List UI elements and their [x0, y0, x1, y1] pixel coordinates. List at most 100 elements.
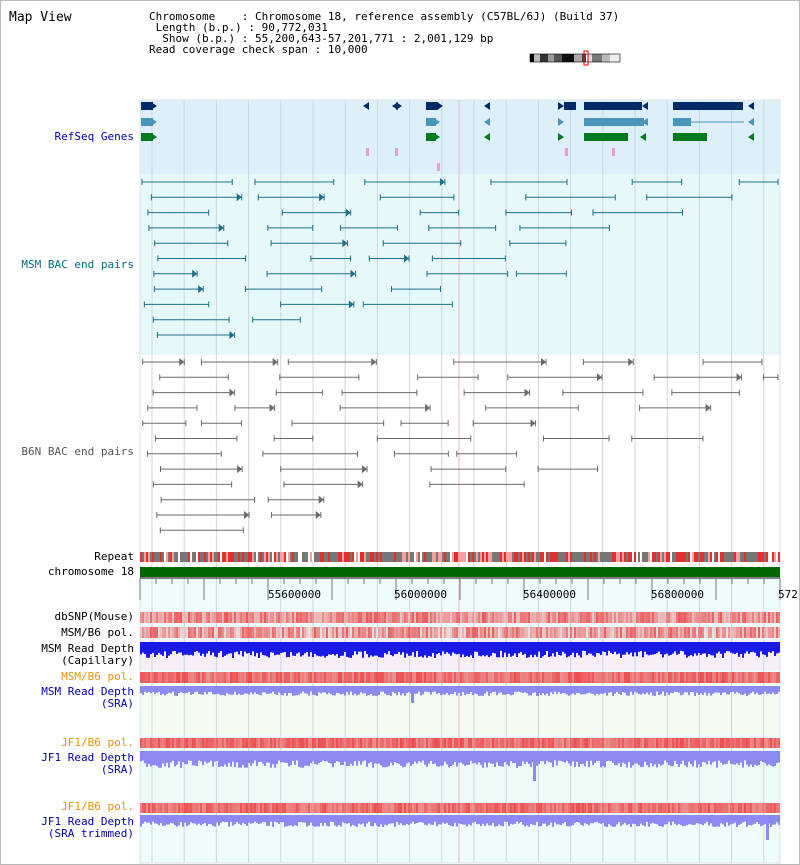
track-label-repeat[interactable]: Repeat — [94, 550, 134, 563]
heat-cell — [252, 672, 254, 683]
heat-cell — [290, 738, 292, 748]
heat-cell — [690, 672, 692, 683]
track-label-msm-depth-capillary[interactable]: MSM Read Depth (Capillary) — [0, 643, 134, 667]
depth-bar — [314, 642, 316, 654]
track-label-msm-depth-sra[interactable]: MSM Read Depth (SRA) — [0, 686, 134, 710]
heat-cell — [606, 803, 608, 813]
heat-cell — [330, 612, 332, 623]
depth-bar — [750, 751, 752, 765]
heat-cell — [388, 672, 390, 683]
depth-bar — [736, 686, 738, 693]
depth-bar — [316, 642, 318, 656]
heat-cell — [242, 803, 244, 813]
track-label-jf1-pol-2[interactable]: JF1/B6 pol. — [61, 800, 134, 813]
depth-bar — [444, 751, 446, 762]
ideogram-band — [540, 54, 548, 62]
depth-bar — [574, 642, 576, 658]
track-label-msm-bac[interactable]: MSM BAC end pairs — [21, 258, 134, 271]
heat-cell — [206, 672, 208, 683]
heat-cell — [362, 672, 364, 683]
heat-cell — [680, 803, 682, 813]
heat-cell — [586, 627, 588, 638]
repeat-element — [358, 552, 360, 562]
heat-cell — [610, 738, 612, 748]
depth-bar — [774, 686, 776, 695]
heat-cell — [382, 803, 384, 813]
heat-cell — [458, 627, 460, 638]
depth-bar — [178, 686, 180, 693]
gene-arrow — [151, 118, 157, 126]
heat-cell — [170, 803, 172, 813]
depth-bar — [710, 642, 712, 656]
heat-cell — [654, 738, 656, 748]
depth-bar — [250, 815, 252, 824]
heat-cell — [630, 803, 632, 813]
depth-bar — [178, 815, 180, 826]
track-label-b6n-bac[interactable]: B6N BAC end pairs — [21, 445, 134, 458]
heat-cell — [314, 612, 316, 623]
depth-bar — [582, 815, 584, 826]
heat-cell — [280, 672, 282, 683]
heat-cell — [230, 803, 232, 813]
repeat-element — [320, 552, 322, 562]
repeat-element — [284, 552, 286, 562]
heat-cell — [732, 803, 734, 813]
depth-bar — [772, 751, 774, 767]
track-label-refseq[interactable]: RefSeq Genes — [54, 130, 134, 143]
depth-bar — [448, 642, 450, 654]
depth-bar — [558, 815, 560, 825]
track-label-msm-pol-2[interactable]: MSM/B6 pol. — [61, 670, 134, 683]
repeat-element — [402, 552, 404, 562]
heat-cell — [374, 803, 376, 813]
heat-cell — [736, 672, 738, 683]
depth-bar — [700, 642, 702, 655]
heat-cell — [636, 738, 638, 748]
repeat-element — [312, 552, 314, 562]
depth-bar — [234, 686, 236, 692]
heat-cell — [510, 627, 512, 638]
repeat-element — [506, 552, 508, 562]
heat-cell — [586, 738, 588, 748]
track-label-jf1-pol[interactable]: JF1/B6 pol. — [61, 736, 134, 749]
heat-cell — [394, 612, 396, 623]
heat-cell — [350, 738, 352, 748]
heat-cell — [698, 738, 700, 748]
heat-cell — [338, 738, 340, 748]
depth-bar — [306, 815, 308, 827]
msm-bac-band — [140, 174, 780, 355]
heat-cell — [638, 803, 640, 813]
depth-bar — [468, 751, 470, 765]
heat-cell — [756, 738, 758, 748]
heat-cell — [196, 627, 198, 638]
repeat-element — [300, 552, 302, 562]
depth-bar — [334, 642, 336, 656]
heat-cell — [524, 612, 526, 623]
track-label-chromosome[interactable]: chromosome 18 — [47, 565, 134, 578]
heat-cell — [646, 612, 648, 623]
depth-bar — [220, 686, 222, 696]
depth-bar — [158, 642, 160, 653]
track-label-msm-pol[interactable]: MSM/B6 pol. — [61, 626, 134, 639]
heat-cell — [574, 672, 576, 683]
track-label-dbsnp[interactable]: dbSNP(Mouse) — [54, 610, 134, 623]
depth-bar — [678, 751, 680, 768]
repeat-element — [162, 552, 164, 562]
track-label-jf1-depth-sra[interactable]: JF1 Read Depth (SRA) — [0, 752, 134, 776]
heat-cell — [648, 672, 650, 683]
heat-cell — [644, 803, 646, 813]
heat-cell — [436, 612, 438, 623]
depth-bar — [766, 751, 768, 766]
heat-cell — [152, 612, 154, 623]
depth-bar — [222, 642, 224, 658]
heat-cell — [282, 803, 284, 813]
repeat-element — [740, 552, 742, 562]
heat-cell — [334, 672, 336, 683]
depth-bar — [330, 686, 332, 695]
heat-cell — [504, 738, 506, 748]
track-label-jf1-depth-trimmed[interactable]: JF1 Read Depth (SRA trimmed) — [0, 816, 134, 840]
depth-bar — [624, 686, 626, 693]
depth-bar — [486, 642, 488, 656]
heat-cell — [730, 627, 732, 638]
info-show-key: Show (b.p.) — [162, 32, 236, 45]
